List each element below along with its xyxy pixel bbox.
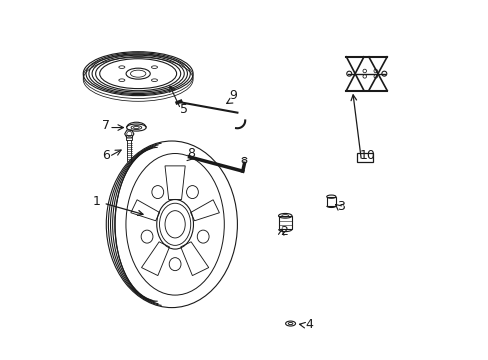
Text: 7: 7 bbox=[102, 119, 110, 132]
Text: 5: 5 bbox=[180, 103, 187, 116]
Bar bbox=[278, 216, 291, 229]
Circle shape bbox=[373, 75, 377, 78]
Text: 4: 4 bbox=[305, 318, 313, 331]
Circle shape bbox=[346, 71, 351, 76]
Bar bbox=[126, 135, 132, 140]
Text: 9: 9 bbox=[229, 89, 237, 102]
Circle shape bbox=[362, 75, 366, 78]
Text: 10: 10 bbox=[359, 149, 375, 162]
Circle shape bbox=[373, 69, 377, 73]
Text: 1: 1 bbox=[93, 195, 142, 215]
Text: 2: 2 bbox=[279, 225, 287, 238]
Text: 6: 6 bbox=[102, 149, 110, 162]
Text: 3: 3 bbox=[337, 200, 345, 213]
Bar bbox=[326, 197, 335, 206]
Circle shape bbox=[381, 71, 386, 76]
Text: 8: 8 bbox=[187, 147, 195, 160]
Circle shape bbox=[362, 69, 366, 73]
